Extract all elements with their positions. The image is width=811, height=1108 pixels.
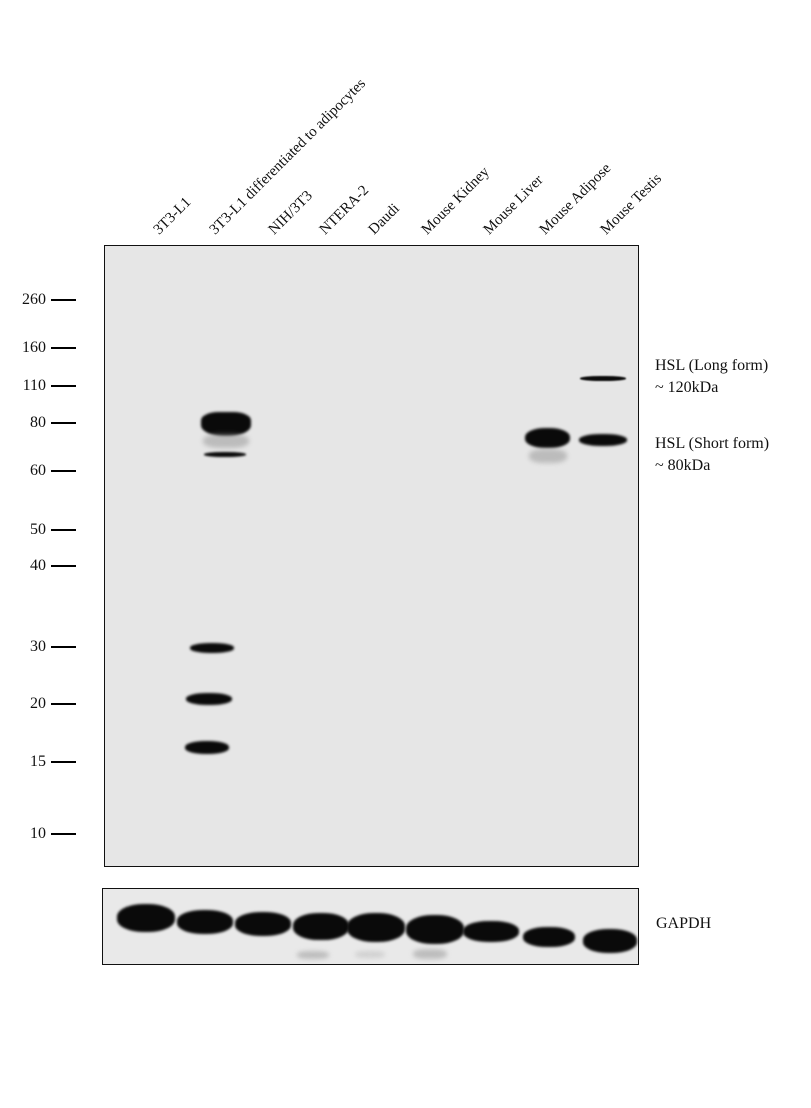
mw-tick	[51, 703, 76, 705]
gapdh-blot	[102, 888, 639, 965]
mw-marker: 50	[0, 521, 76, 539]
mw-marker: 20	[0, 695, 76, 713]
band-testis-75kda	[579, 434, 627, 446]
gapdh-band-2	[177, 910, 233, 934]
mw-marker: 10	[0, 825, 76, 843]
mw-tick	[51, 385, 76, 387]
gapdh-smear-6	[413, 949, 447, 959]
lane-label-5: Daudi	[365, 200, 403, 238]
gapdh-band-1	[117, 904, 175, 932]
mw-tick	[51, 529, 76, 531]
gapdh-band-9	[583, 929, 637, 953]
lane-label-9: Mouse Testis	[597, 170, 665, 238]
gapdh-band-7	[463, 921, 519, 942]
gapdh-band-4	[293, 913, 349, 940]
gapdh-smear-5	[355, 951, 385, 958]
mw-marker: 15	[0, 753, 76, 771]
mw-marker: 40	[0, 557, 76, 575]
mw-tick	[51, 833, 76, 835]
annotation-long-form: HSL (Long form) ~ 120kDa	[655, 357, 769, 396]
mw-marker: 110	[0, 377, 76, 395]
mw-marker: 80	[0, 414, 76, 432]
mw-marker: 60	[0, 462, 76, 480]
band-adipose-66kda	[529, 449, 567, 463]
band-adipose-76kda	[525, 428, 570, 448]
mw-tick	[51, 761, 76, 763]
band-lane2-16kda	[185, 741, 229, 754]
band-lane2-68kda	[204, 452, 246, 457]
annotation-short-form: HSL (Short form) ~ 80kDa	[655, 435, 770, 474]
band-lane2-30kda	[190, 643, 234, 653]
mw-marker: 260	[0, 291, 76, 309]
gapdh-band-5	[347, 913, 405, 942]
band-lane2-smear	[203, 434, 249, 448]
mw-marker: 160	[0, 339, 76, 357]
lane-label-7: Mouse Liver	[480, 172, 547, 238]
gapdh-band-3	[235, 912, 291, 936]
lane-label-3: NIH/3T3	[265, 187, 316, 238]
main-blot	[104, 245, 639, 867]
gapdh-smear-4	[297, 951, 329, 959]
band-testis-120kda	[580, 376, 626, 381]
lane-label-1: 3T3-L1	[150, 194, 195, 238]
lane-label-4: NTERA-2	[316, 182, 373, 238]
mw-marker: 30	[0, 638, 76, 656]
gapdh-label: GAPDH	[656, 915, 712, 932]
gapdh-band-8	[523, 927, 575, 947]
gapdh-band-6	[406, 915, 464, 944]
mw-tick	[51, 299, 76, 301]
mw-tick	[51, 347, 76, 349]
mw-tick	[51, 565, 76, 567]
mw-tick	[51, 470, 76, 472]
mw-tick	[51, 422, 76, 424]
band-lane2-21kda	[186, 693, 232, 705]
band-lane2-80kda	[201, 412, 251, 436]
mw-tick	[51, 646, 76, 648]
